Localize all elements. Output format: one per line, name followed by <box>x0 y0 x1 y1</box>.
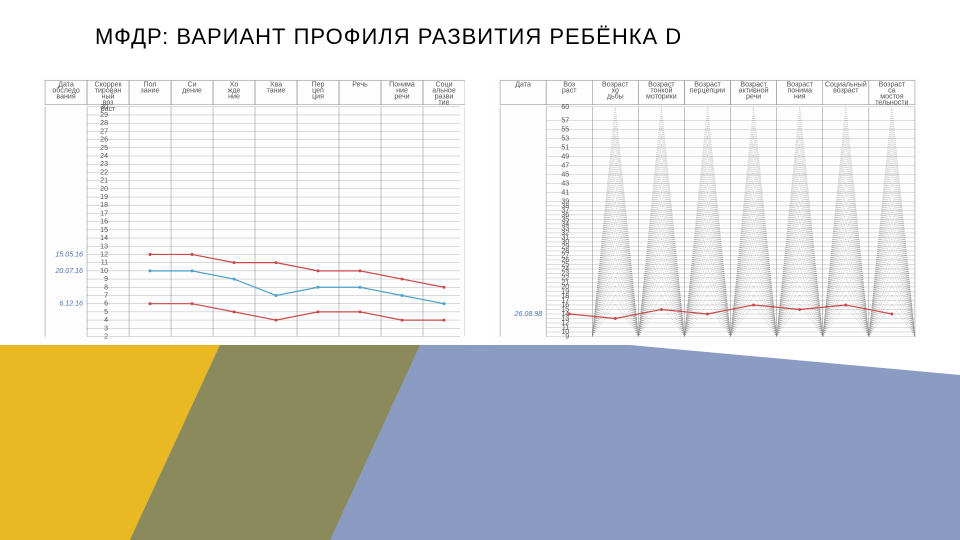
svg-text:23: 23 <box>100 160 108 168</box>
svg-text:10: 10 <box>100 267 108 275</box>
svg-text:20: 20 <box>100 185 108 193</box>
svg-text:2: 2 <box>104 333 108 341</box>
svg-text:Дата: Дата <box>515 81 531 89</box>
svg-text:27: 27 <box>100 127 108 135</box>
svg-text:55: 55 <box>561 125 569 133</box>
svg-text:29: 29 <box>100 111 108 119</box>
svg-text:19: 19 <box>100 193 108 201</box>
svg-text:8: 8 <box>104 283 108 291</box>
svg-text:ние: ние <box>228 93 240 101</box>
svg-text:22: 22 <box>100 168 108 176</box>
svg-text:25: 25 <box>100 144 108 152</box>
svg-text:3: 3 <box>104 324 108 332</box>
svg-text:зание: зание <box>141 87 160 95</box>
svg-text:18: 18 <box>100 201 108 209</box>
svg-text:41: 41 <box>561 188 569 196</box>
svg-text:раст: раст <box>562 87 577 95</box>
svg-text:26.08.98: 26.08.98 <box>514 310 543 318</box>
svg-text:дение: дение <box>182 87 202 95</box>
svg-text:26: 26 <box>100 136 108 144</box>
svg-text:6: 6 <box>104 300 108 308</box>
svg-text:ция: ция <box>312 93 324 101</box>
chart-left: ДатаобследованияСкорректированныйвозраст… <box>40 75 465 345</box>
svg-text:9: 9 <box>104 275 108 283</box>
svg-text:перцепции: перцепции <box>690 87 725 95</box>
svg-text:тельности: тельности <box>875 99 908 107</box>
svg-text:21: 21 <box>100 177 108 185</box>
svg-text:дьбы: дьбы <box>607 93 624 101</box>
svg-text:14: 14 <box>100 234 108 242</box>
svg-text:16: 16 <box>100 218 108 226</box>
page-title: МФДР: ВАРИАНТ ПРОФИЛЯ РАЗВИТИЯ РЕБЁНКА D <box>95 24 682 50</box>
svg-text:30: 30 <box>100 103 108 111</box>
svg-text:28: 28 <box>100 119 108 127</box>
svg-text:11: 11 <box>101 259 108 267</box>
svg-text:15: 15 <box>100 226 108 234</box>
svg-text:20.07.16: 20.07.16 <box>54 267 83 275</box>
svg-text:13: 13 <box>100 242 108 250</box>
svg-text:51: 51 <box>561 143 569 151</box>
svg-text:вания: вания <box>56 93 75 101</box>
svg-text:9: 9 <box>565 333 569 341</box>
svg-text:тие: тие <box>438 99 449 107</box>
chart-right: ДатаВозрастВозрастходьбыВозрасттонкоймот… <box>495 75 920 345</box>
svg-text:речи: речи <box>394 93 409 101</box>
svg-text:53: 53 <box>561 134 569 142</box>
svg-text:60: 60 <box>561 103 569 111</box>
charts-container: ДатаобследованияСкорректированныйвозраст… <box>40 75 920 345</box>
svg-text:45: 45 <box>561 170 569 178</box>
background-shapes <box>0 345 960 540</box>
svg-text:43: 43 <box>561 179 569 187</box>
svg-text:12: 12 <box>100 250 108 258</box>
svg-text:ния: ния <box>794 93 806 101</box>
svg-text:5: 5 <box>104 308 108 316</box>
svg-text:49: 49 <box>561 152 569 160</box>
svg-text:24: 24 <box>100 152 108 160</box>
svg-text:47: 47 <box>561 161 569 169</box>
svg-text:возраст: возраст <box>833 87 859 95</box>
svg-text:моторики: моторики <box>646 93 677 101</box>
svg-text:7: 7 <box>104 291 108 299</box>
svg-text:15.05.16: 15.05.16 <box>55 250 83 258</box>
svg-text:тание: тание <box>267 87 286 95</box>
svg-text:57: 57 <box>561 116 569 124</box>
svg-text:4: 4 <box>104 316 108 324</box>
svg-text:6.12.16: 6.12.16 <box>59 300 83 308</box>
svg-text:речи: речи <box>746 93 761 101</box>
svg-text:Речь: Речь <box>352 81 368 89</box>
svg-text:17: 17 <box>100 209 108 217</box>
